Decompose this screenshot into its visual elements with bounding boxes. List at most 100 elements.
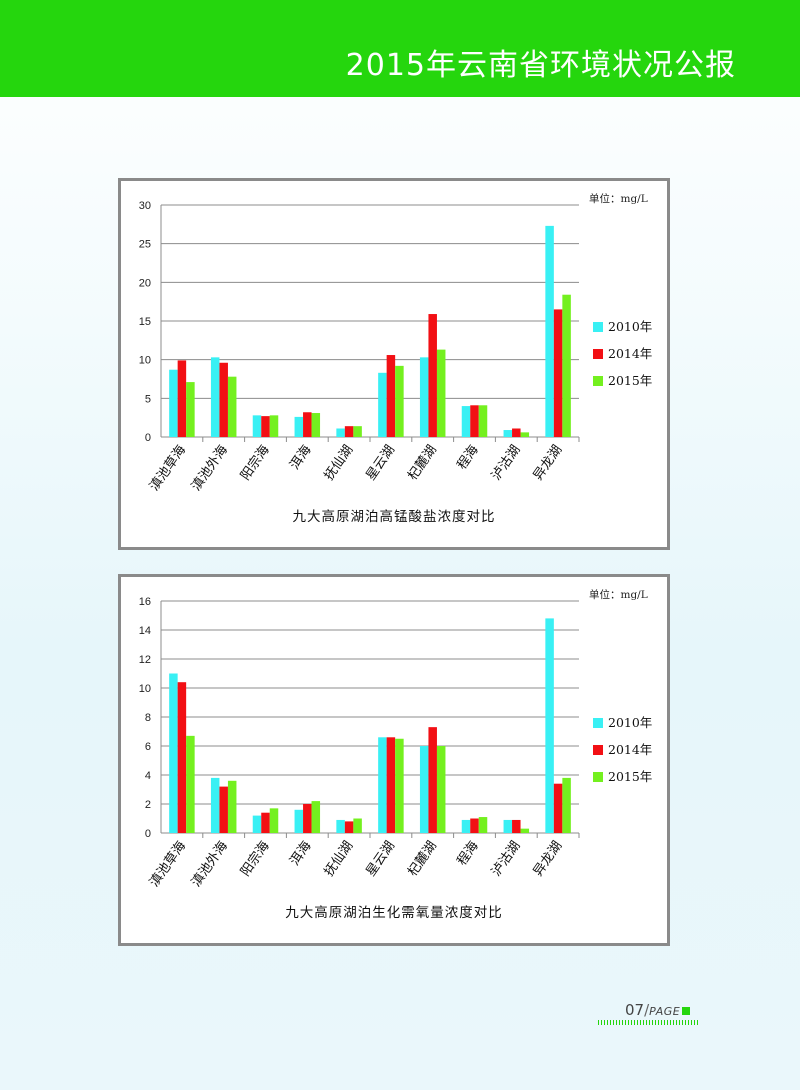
- bar-1-8: [512, 819, 521, 833]
- bar-2-2: [269, 808, 279, 833]
- y-tick-label: 0: [145, 828, 151, 840]
- bar-0-9: [545, 618, 554, 833]
- bar-0-2: [252, 815, 262, 833]
- bar-2-5: [395, 365, 404, 437]
- x-category-label: 滇池外海: [189, 443, 231, 494]
- legend-swatch-1: [593, 349, 603, 359]
- bar-0-9: [545, 225, 554, 437]
- bar-2-2: [269, 415, 279, 437]
- bar-0-7: [461, 406, 471, 437]
- x-category-label: 程海: [455, 839, 482, 869]
- bar-0-4: [336, 819, 345, 833]
- y-tick-label: 30: [139, 200, 151, 212]
- bar-0-5: [378, 372, 387, 437]
- y-tick-label: 2: [145, 799, 151, 811]
- legend-label-0: 2010年: [608, 715, 652, 730]
- y-tick-label: 15: [139, 316, 151, 328]
- x-category-label: 杞麓湖: [405, 443, 440, 484]
- bar-2-3: [311, 801, 321, 833]
- bar-0-4: [336, 428, 345, 437]
- bar-0-2: [252, 415, 262, 437]
- legend-swatch-2: [593, 772, 603, 782]
- legend-swatch-0: [593, 322, 603, 332]
- chart-title: 九大高原湖泊生化需氧量浓度对比: [285, 904, 503, 921]
- page-number: 07/PAGE: [625, 1000, 691, 1019]
- bar-1-7: [470, 818, 479, 833]
- unit-label: 单位：mg/L: [589, 588, 648, 601]
- bar-2-0: [186, 382, 195, 437]
- legend-swatch-0: [593, 718, 603, 728]
- bod-chart: 0 2 4 6 8 10 12 14 16 滇池草海 滇池外海 阳宗海 洱海 抚仙湖 星云湖 杞麓湖 程海 泸沽湖…: [118, 574, 670, 946]
- bar-1-3: [303, 804, 312, 833]
- unit-label: 单位：mg/L: [589, 192, 648, 205]
- bar-0-3: [294, 809, 304, 833]
- footer-dotted-line: [598, 1020, 698, 1025]
- bar-2-8: [520, 432, 530, 437]
- x-category-label: 抚仙湖: [322, 839, 357, 880]
- x-category-label: 滇池外海: [189, 839, 231, 890]
- bar-0-6: [419, 357, 429, 437]
- y-tick-label: 5: [145, 393, 151, 405]
- y-tick-label: 0: [145, 432, 151, 444]
- bar-1-1: [219, 786, 228, 833]
- y-tick-label: 20: [139, 277, 151, 289]
- x-category-label: 杞麓湖: [405, 839, 440, 880]
- y-tick-label: 12: [139, 654, 151, 666]
- y-tick-label: 14: [139, 625, 151, 637]
- x-category-label: 洱海: [287, 443, 314, 473]
- chart-title: 九大高原湖泊高锰酸盐浓度对比: [293, 508, 496, 525]
- bar-2-4: [353, 818, 362, 833]
- x-category-label: 程海: [455, 443, 482, 473]
- bar-2-7: [478, 817, 488, 833]
- legend-swatch-2: [593, 376, 603, 386]
- page-word: PAGE: [649, 1005, 681, 1018]
- y-tick-label: 4: [145, 770, 151, 782]
- bar-0-1: [210, 357, 220, 437]
- y-tick-label: 25: [139, 239, 151, 251]
- x-category-label: 星云湖: [364, 839, 399, 880]
- bar-0-3: [294, 416, 304, 437]
- bar-0-0: [169, 369, 178, 437]
- bar-2-9: [562, 294, 571, 437]
- page-number-value: 07: [625, 1001, 645, 1019]
- bar-0-6: [419, 746, 429, 833]
- bar-1-5: [386, 355, 396, 437]
- bar-2-1: [227, 780, 237, 833]
- permanganate-chart: 0 5 10 15 20 25 30 滇池草海 滇池外海 阳宗海 洱海 抚仙湖 星云湖 杞麓湖 程海 泸沽湖异…: [118, 178, 670, 550]
- bar-1-0: [177, 360, 187, 437]
- x-category-label: 洱海: [287, 839, 314, 869]
- legend-label-1: 2014年: [608, 346, 652, 361]
- bar-2-9: [562, 777, 571, 833]
- y-tick-label: 10: [139, 683, 151, 695]
- x-category-label: 阳宗海: [237, 442, 272, 483]
- bar-1-4: [344, 821, 354, 833]
- x-category-label: 滇池草海: [147, 839, 189, 890]
- permanganate-chart-svg: 0 5 10 15 20 25 30 滇池草海 滇池外海 阳宗海 洱海 抚仙湖 星云湖 杞麓湖 程海 泸沽湖异…: [139, 192, 653, 525]
- y-tick-label: 10: [139, 355, 151, 367]
- bar-0-0: [169, 673, 178, 833]
- x-category-label: 抚仙湖: [322, 443, 357, 484]
- bar-1-4: [344, 426, 354, 437]
- page-square-icon: [682, 1007, 691, 1015]
- bar-2-5: [395, 738, 404, 833]
- bar-2-3: [311, 413, 321, 437]
- bar-1-8: [512, 428, 521, 437]
- bar-1-0: [177, 682, 187, 833]
- bar-1-2: [261, 416, 270, 437]
- page-number-slash: /: [644, 1001, 650, 1019]
- x-category-label: 异龙湖: [531, 443, 566, 484]
- bar-2-0: [186, 735, 195, 833]
- bar-0-8: [503, 430, 513, 437]
- bar-2-8: [520, 828, 530, 833]
- x-category-label: 泸沽湖: [489, 443, 524, 484]
- report-title: 2015年云南省环境状况公报: [345, 48, 736, 83]
- y-tick-label: 6: [145, 741, 151, 753]
- bar-1-6: [428, 727, 437, 833]
- bar-0-8: [503, 819, 513, 833]
- header-bar: 2015年云南省环境状况公报: [0, 0, 800, 97]
- x-category-label: 阳宗海: [237, 838, 272, 879]
- x-category-label: 泸沽湖: [489, 839, 524, 880]
- x-category-label: 星云湖: [364, 443, 399, 484]
- bar-0-5: [378, 737, 387, 833]
- bar-1-3: [303, 412, 312, 437]
